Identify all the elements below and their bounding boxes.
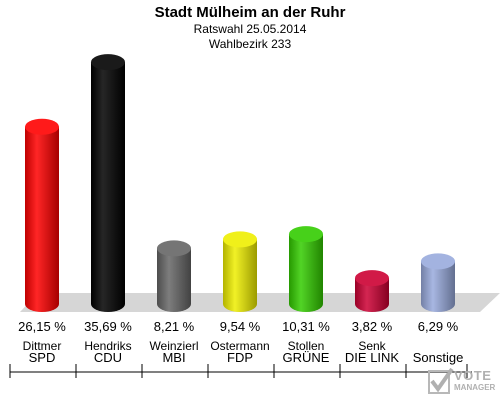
- party-label: CDU: [94, 350, 122, 365]
- bar-mbi: [157, 248, 191, 312]
- bars-group: [25, 54, 455, 313]
- candidate-label: Hendriks: [84, 339, 131, 353]
- bar-cap-5: [355, 270, 389, 287]
- logo-line1: VOTE: [454, 368, 492, 383]
- logo-line2: MANAGER: [454, 383, 496, 392]
- party-label: Sonstige: [413, 350, 464, 365]
- party-label: SPD: [29, 350, 56, 365]
- bar-cap-3: [223, 231, 257, 248]
- chart-district: Wahlbezirk 233: [208, 37, 292, 51]
- bar-cap-0: [25, 118, 59, 135]
- candidate-label: Dittmer: [23, 339, 62, 353]
- candidate-label: Stollen: [288, 339, 325, 353]
- party-label: GRÜNE: [283, 350, 330, 365]
- candidate-label: Ostermann: [210, 339, 269, 353]
- bar-fdp: [223, 239, 257, 312]
- candidate-label: Weinzierl: [149, 339, 198, 353]
- candidate-label: Senk: [358, 339, 386, 353]
- chart-titles: Stadt Mülheim an der Ruhr Ratswahl 25.05…: [0, 4, 500, 52]
- party-label: FDP: [227, 350, 253, 365]
- bar-cap-1: [91, 54, 125, 71]
- bar-cap-6: [421, 253, 455, 270]
- bar-spd: [25, 126, 59, 312]
- value-label: 10,31 %: [282, 319, 330, 334]
- bar-die-link: [355, 278, 389, 312]
- party-label: DIE LINK: [345, 350, 400, 365]
- value-label: 9,54 %: [220, 319, 261, 334]
- chart-title: Stadt Mülheim an der Ruhr: [154, 4, 346, 21]
- chart-subtitle: Ratswahl 25.05.2014: [193, 22, 307, 36]
- bar-gr-ne: [289, 234, 323, 312]
- value-label: 26,15 %: [18, 319, 66, 334]
- bar-cap-2: [157, 240, 191, 257]
- vote-manager-logo: VOTE MANAGER: [428, 366, 498, 398]
- value-label: 35,69 %: [84, 319, 132, 334]
- value-label: 8,21 %: [154, 319, 195, 334]
- bar-sonstige: [421, 261, 455, 312]
- value-label: 3,82 %: [352, 319, 393, 334]
- checkmark-icon: [428, 367, 454, 394]
- party-label: MBI: [162, 350, 185, 365]
- bar-cap-4: [289, 226, 323, 243]
- value-label: 6,29 %: [418, 319, 459, 334]
- bar-cdu: [91, 62, 125, 313]
